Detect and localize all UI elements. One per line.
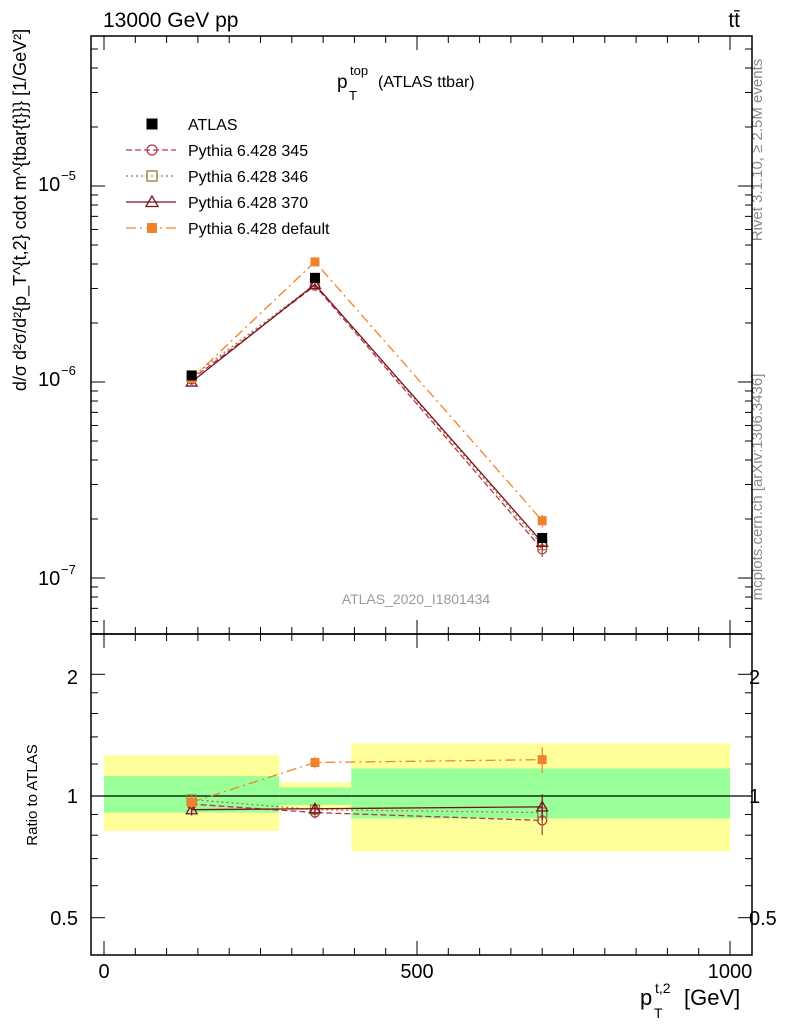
- marker-filled-square: [310, 257, 320, 267]
- header-energy: 13000 GeV pp: [103, 9, 238, 32]
- main-tick-1e-5-exp: −5: [61, 168, 76, 183]
- marker-filled-square: [187, 797, 197, 807]
- x-tick-labels: 0 500 1000: [98, 961, 752, 983]
- series-pythia-6-428-345: [186, 280, 548, 557]
- main-series-group: [185, 257, 549, 557]
- legend-label-2: Pythia 6.428 346: [188, 169, 308, 186]
- main-y-axis-label: d/σ d²σ/d²{p_T^{t,2} cdot m^{tbar{t}}} […: [10, 29, 31, 391]
- marker-filled-square: [537, 755, 547, 765]
- ratio-uncertainty-bands: [91, 743, 752, 852]
- marker-open-square: [146, 170, 158, 182]
- plot-title-main: p: [337, 72, 348, 93]
- ratio-series-pythia-6-428-default: [187, 747, 547, 808]
- legend-item-2: Pythia 6.428 346: [126, 169, 308, 186]
- series-pythia-6-428-370: [185, 277, 549, 550]
- marker-open-triangle: [535, 800, 549, 812]
- marker-filled-square: [537, 516, 547, 526]
- legend-item-0: ATLAS: [146, 117, 238, 134]
- ratio-y-tick-labels: 2 1 0.5 2 1 0.5: [50, 667, 777, 930]
- legend-label-3: Pythia 6.428 370: [188, 195, 308, 212]
- legend-item-3: Pythia 6.428 370: [126, 194, 308, 212]
- legend-item-1: Pythia 6.428 345: [126, 143, 308, 160]
- plot-title-sup: top: [350, 63, 368, 78]
- rivet-label: Rivet 3.1.10, ≥ 2.5M events: [749, 59, 766, 242]
- ratio-tick-1: 1: [67, 786, 78, 808]
- marker-open-circle: [146, 144, 158, 156]
- ratio-tick-1-right: 1: [749, 786, 760, 808]
- marker-filled-square: [310, 758, 320, 768]
- plot-title: p top T (ATLAS ttbar): [337, 63, 475, 103]
- plot-title-sub: T: [349, 88, 357, 103]
- ratio-plot-frame: [90, 633, 753, 956]
- header-process: tt̄: [728, 9, 740, 32]
- ratio-series-pythia-6-428-370: [185, 794, 549, 821]
- legend: ATLAS Pythia 6.428 345 Pythia 6.428 346 Pyt…: [126, 117, 330, 238]
- ratio-tick-2-right: 2: [749, 667, 760, 689]
- x-tick-0: 0: [98, 961, 109, 983]
- ratio-tick-0.5-right: 0.5: [749, 908, 777, 930]
- mcplots-label: mcplots.cern.ch [arXiv:1306.3436]: [749, 374, 766, 601]
- legend-label-4: Pythia 6.428 default: [188, 221, 330, 238]
- x-axis-label-unit: [GeV]: [684, 985, 740, 1010]
- main-tick-1e-5: 10: [38, 174, 60, 196]
- marker-open-triangle: [308, 802, 322, 814]
- ratio-series-line: [191, 798, 543, 814]
- x-tick-1000: 1000: [708, 961, 753, 983]
- main-y-tick-labels: 10 −5 10 −6 10 −7: [38, 168, 76, 590]
- marker-filled-square: [146, 118, 158, 130]
- series-line: [191, 284, 543, 550]
- ratio-band-inner: [351, 768, 730, 819]
- main-tick-1e-6-exp: −6: [61, 363, 76, 378]
- series-line: [191, 283, 543, 546]
- marker-filled-square: [147, 223, 157, 233]
- main-tick-1e-7-exp: −7: [61, 562, 76, 577]
- marker-open-triangle: [185, 802, 199, 815]
- axis-ticks: [91, 36, 752, 955]
- marker-filled-square: [186, 370, 197, 381]
- series-line: [191, 283, 543, 543]
- legend-item-4: Pythia 6.428 default: [126, 221, 330, 238]
- x-tick-500: 500: [400, 961, 433, 983]
- series-atlas: [186, 272, 548, 544]
- ratio-tick-0.5: 0.5: [50, 908, 78, 930]
- ratio-series-line: [191, 803, 543, 822]
- marker-filled-square: [537, 532, 548, 543]
- x-axis-label-sup: t,2: [655, 980, 671, 996]
- main-tick-1e-6: 10: [38, 369, 60, 391]
- marker-filled-square: [309, 272, 320, 283]
- x-axis-label: p t,2 T [GeV]: [640, 980, 740, 1021]
- main-tick-1e-7: 10: [38, 568, 60, 590]
- x-axis-label-sub: T: [654, 1005, 663, 1021]
- analysis-watermark: ATLAS_2020_I1801434: [342, 591, 491, 607]
- marker-open-triangle: [308, 277, 322, 290]
- legend-label-0: ATLAS: [188, 117, 238, 134]
- plot-title-rest: (ATLAS ttbar): [378, 74, 475, 91]
- ratio-series-group: [185, 747, 549, 836]
- ratio-y-axis-label: Ratio to ATLAS: [24, 744, 41, 845]
- legend-label-1: Pythia 6.428 345: [188, 143, 308, 160]
- x-axis-label-main: p: [640, 985, 652, 1010]
- marker-open-triangle: [144, 194, 160, 208]
- ratio-tick-2: 2: [67, 667, 78, 689]
